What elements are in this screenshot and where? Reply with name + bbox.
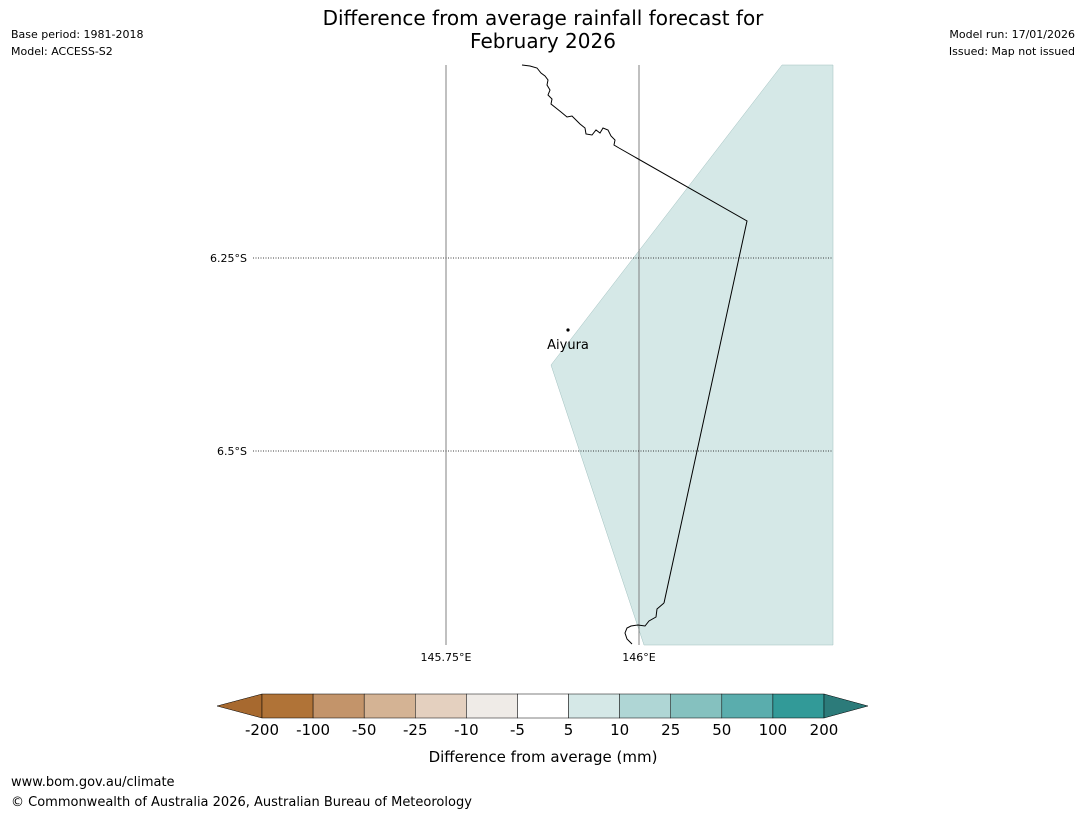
issued-text: Issued: Map not issued <box>948 45 1075 58</box>
colorbar-tick-label: 10 <box>610 721 629 739</box>
lat-label-6-5: 6.5°S <box>217 445 247 458</box>
meta-left: Base period: 1981-2018 Model: ACCESS-S2 <box>11 26 143 60</box>
boundary-line <box>618 147 748 604</box>
title-line-2: February 2026 <box>470 29 616 53</box>
coastline-north <box>521 64 620 149</box>
colorbar-tick-label: 5 <box>564 721 574 739</box>
colorbar-box <box>772 693 825 719</box>
colorbar-box <box>517 693 569 719</box>
colorbar-tick-label: 50 <box>712 721 731 739</box>
forecast-shading-area <box>550 64 834 646</box>
colorbar-right-arrow <box>823 693 869 719</box>
colorbar-box <box>466 693 518 719</box>
map-title: Difference from average rainfall forecas… <box>243 7 843 53</box>
colorbar-tick-label: -200 <box>245 721 279 739</box>
footer-copyright: © Commonwealth of Australia 2026, Austra… <box>11 795 472 810</box>
colorbar-tick-label: -10 <box>454 721 479 739</box>
model-text: Model: ACCESS-S2 <box>11 45 113 58</box>
colorbar-box <box>261 693 314 719</box>
colorbar-tick-label: -5 <box>510 721 525 739</box>
lon-label-146: 146°E <box>622 651 655 664</box>
base-period-text: Base period: 1981-2018 <box>11 28 144 41</box>
footer-url[interactable]: www.bom.gov.au/climate <box>11 775 175 790</box>
colorbar-box <box>721 693 774 719</box>
colorbar-left-arrow <box>216 693 263 719</box>
model-run-text: Model run: 17/01/2026 <box>949 28 1075 41</box>
colorbar-box <box>670 693 723 719</box>
colorbar-tick-label: -25 <box>403 721 428 739</box>
colorbar-tick-label: 200 <box>810 721 839 739</box>
meta-right: Model run: 17/01/2026 Issued: Map not is… <box>949 26 1075 60</box>
colorbar-tick-label: -50 <box>352 721 377 739</box>
colorbar-box <box>312 693 365 719</box>
title-line-1: Difference from average rainfall forecas… <box>322 6 764 30</box>
colorbar-box <box>619 693 671 719</box>
colorbar-label: Difference from average (mm) <box>429 748 658 766</box>
colorbar-tick-label: 100 <box>759 721 788 739</box>
colorbar: -200 -100 -50 -25 -10 -5 5 10 25 50 100 200 Differe… <box>216 693 869 766</box>
aiyura-label: Aiyura <box>547 338 589 353</box>
aiyura-marker <box>566 328 570 332</box>
colorbar-tick-label: -100 <box>296 721 330 739</box>
lat-label-6-25: 6.25°S <box>210 252 247 265</box>
coastline-south <box>624 602 665 645</box>
colorbar-box <box>568 693 620 719</box>
colorbar-box <box>415 693 467 719</box>
colorbar-box <box>363 693 416 719</box>
lon-label-145-75: 145.75°E <box>421 651 472 664</box>
colorbar-tick-label: 25 <box>661 721 680 739</box>
